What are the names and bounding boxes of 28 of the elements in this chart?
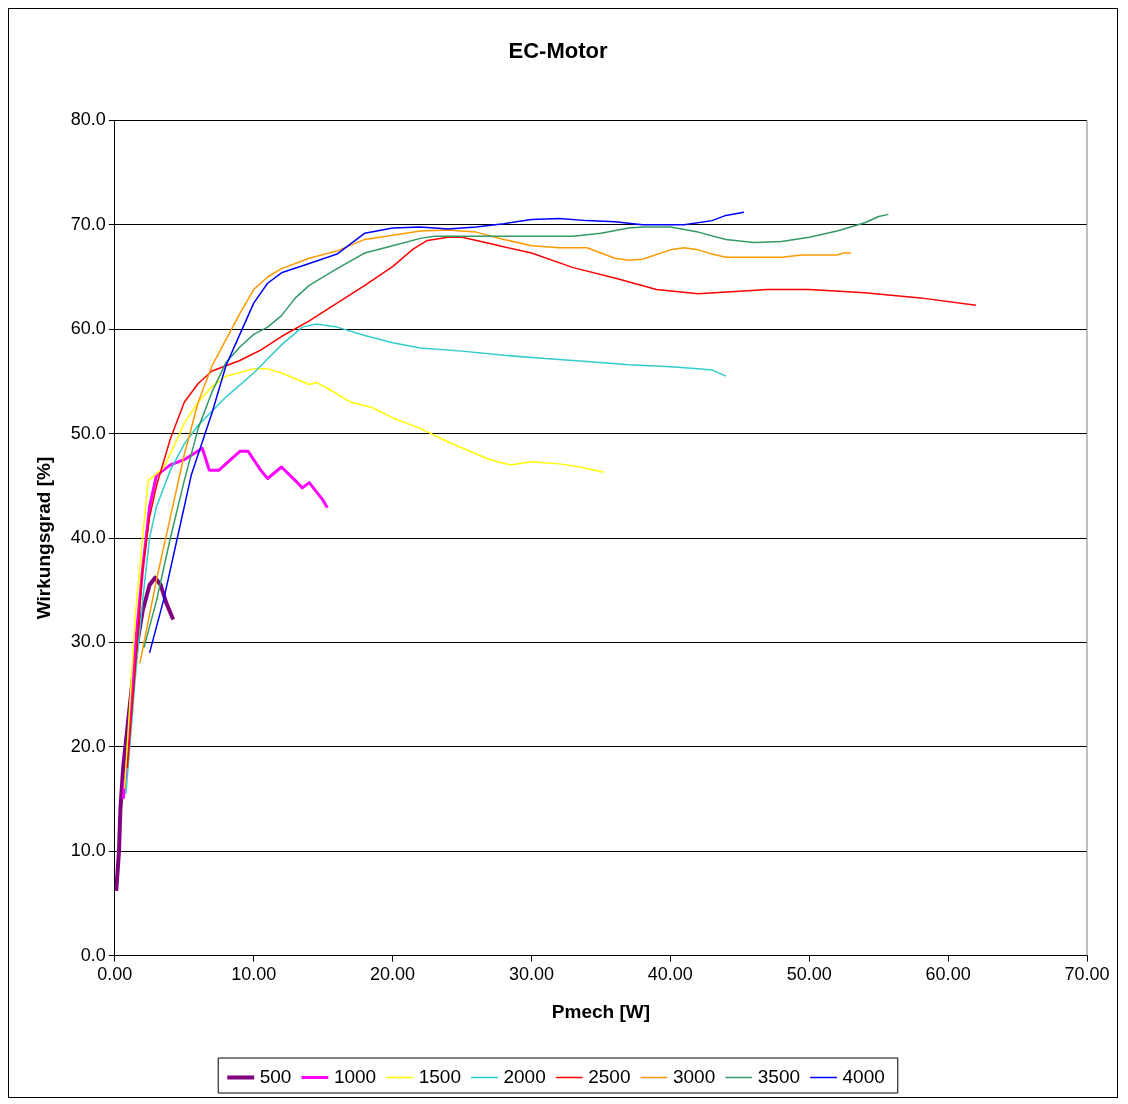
x-tick-label: 60.00 bbox=[925, 964, 971, 985]
y-tick-label: 60.0 bbox=[70, 318, 106, 339]
y-tick-label: 10.0 bbox=[70, 840, 106, 861]
x-tick-label: 20.00 bbox=[370, 964, 416, 985]
legend-label: 1000 bbox=[333, 1065, 377, 1087]
legend-label: 1500 bbox=[418, 1065, 461, 1087]
x-tick-label: 50.00 bbox=[786, 964, 832, 985]
y-axis-title: Wirkungsgrad [%] bbox=[32, 456, 54, 620]
y-tick-label: 50.0 bbox=[70, 422, 106, 443]
legend-label: 500 bbox=[259, 1065, 292, 1087]
legend-label: 2500 bbox=[588, 1065, 631, 1087]
y-tick-label: 80.0 bbox=[70, 109, 106, 130]
x-tick-label: 40.00 bbox=[647, 964, 693, 985]
x-tick-label: 10.00 bbox=[231, 964, 277, 985]
x-tick-label: 0.00 bbox=[97, 964, 133, 985]
legend-label: 4000 bbox=[842, 1065, 885, 1087]
x-axis-title: Pmech [W] bbox=[551, 1000, 651, 1022]
y-tick-label: 0.0 bbox=[80, 944, 106, 965]
chart-title: EC-Motor bbox=[508, 38, 608, 64]
y-tick-label: 20.0 bbox=[70, 735, 106, 756]
x-tick-label: 70.00 bbox=[1064, 964, 1110, 985]
x-tick-label: 30.00 bbox=[508, 964, 554, 985]
y-tick-label: 30.0 bbox=[70, 631, 106, 652]
y-tick-label: 40.0 bbox=[70, 526, 106, 547]
y-tick-label: 70.0 bbox=[70, 213, 106, 234]
legend-label: 3000 bbox=[672, 1065, 716, 1087]
legend-label: 2000 bbox=[503, 1065, 546, 1087]
legend-label: 3500 bbox=[757, 1065, 801, 1087]
